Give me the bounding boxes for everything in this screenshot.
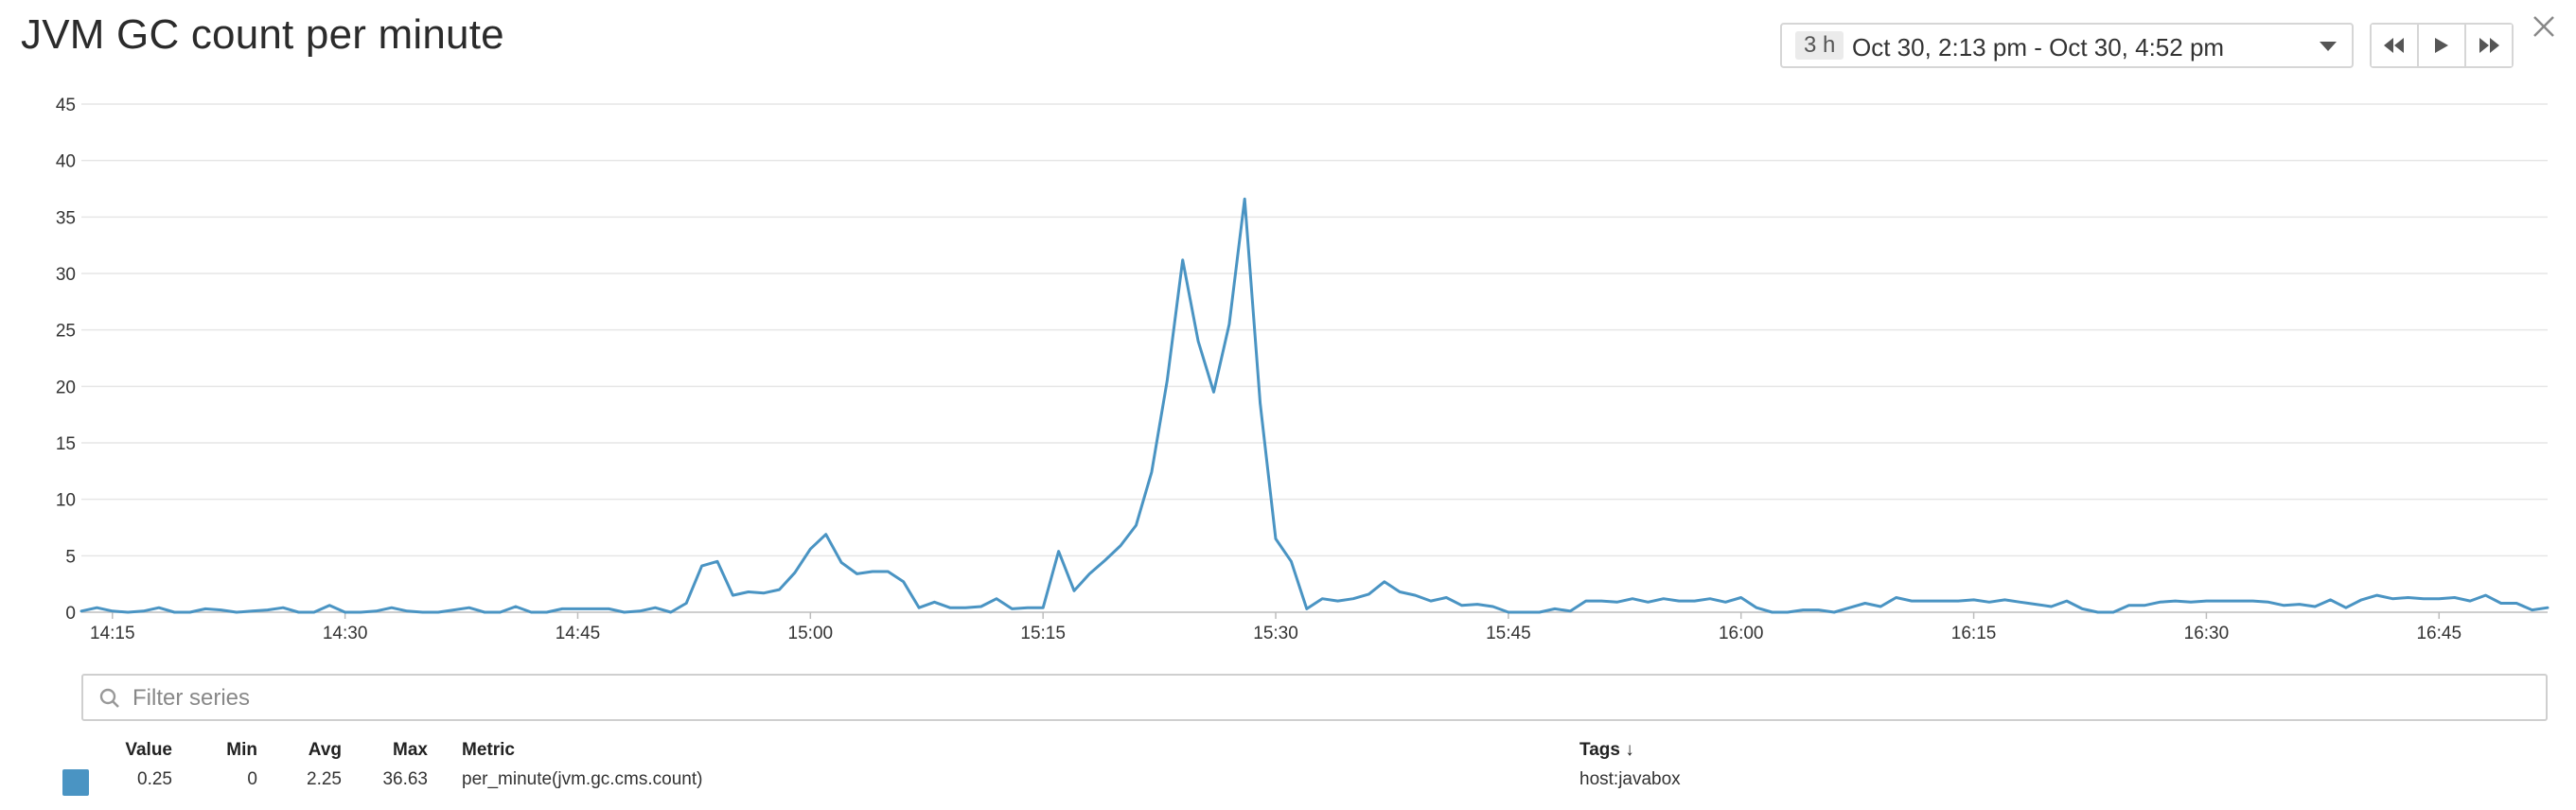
y-axis: 0 5 10 15 20 25 30 35 40 45 — [56, 96, 76, 624]
y-tick-label: 45 — [56, 96, 76, 115]
time-range-picker[interactable]: 3 h Oct 30, 2:13 pm - Oct 30, 4:52 pm — [1780, 23, 2354, 68]
x-tick-label: 14:45 — [556, 624, 601, 643]
fast-forward-icon — [2479, 38, 2499, 53]
legend-header-value[interactable]: Value — [125, 740, 172, 760]
y-tick-label: 35 — [56, 208, 76, 228]
chart-grid — [81, 103, 2548, 613]
legend-header-tags[interactable]: Tags ↓ — [1579, 740, 1634, 760]
y-tick-label: 10 — [56, 491, 76, 511]
filter-series-box — [81, 674, 2548, 721]
y-tick-label: 0 — [65, 604, 76, 624]
play-icon — [2435, 38, 2448, 53]
fast-forward-button[interactable] — [2464, 25, 2512, 66]
rewind-icon — [2384, 38, 2404, 53]
legend-header-metric[interactable]: Metric — [462, 740, 515, 760]
search-icon — [99, 688, 119, 708]
play-button[interactable] — [2417, 25, 2464, 66]
time-duration-badge: 3 h — [1795, 31, 1844, 60]
legend-metric: per_minute(jvm.gc.cms.count) — [462, 769, 703, 789]
y-tick-label: 20 — [56, 378, 76, 397]
x-tick-label: 16:45 — [2416, 624, 2461, 643]
y-tick-label: 30 — [56, 265, 76, 285]
legend-header-min[interactable]: Min — [226, 740, 257, 760]
legend-avg: 2.25 — [307, 769, 342, 789]
x-tick-label: 15:45 — [1486, 624, 1531, 643]
time-range-label: Oct 30, 2:13 pm - Oct 30, 4:52 pm — [1852, 33, 2225, 62]
legend-min: 0 — [247, 769, 257, 789]
series-line-0[interactable] — [79, 197, 2550, 614]
x-tick-label: 15:30 — [1253, 624, 1298, 643]
rewind-button[interactable] — [2372, 25, 2417, 66]
chevron-down-icon — [2320, 42, 2337, 51]
close-icon — [2533, 16, 2554, 37]
chart-title: JVM GC count per minute — [21, 11, 504, 58]
x-tick-label: 16:30 — [2184, 624, 2230, 643]
x-tick-label: 15:00 — [788, 624, 834, 643]
y-tick-label: 5 — [65, 547, 76, 567]
x-tick-label: 16:00 — [1719, 624, 1764, 643]
time-navigation — [2370, 23, 2514, 68]
series-color-swatch[interactable] — [62, 769, 89, 796]
y-tick-label: 40 — [56, 152, 76, 172]
y-tick-label: 15 — [56, 434, 76, 454]
filter-series-input[interactable] — [131, 681, 2500, 715]
legend-tags: host:javabox — [1579, 769, 1681, 789]
x-tick-label: 15:15 — [1020, 624, 1066, 643]
x-axis: 14:15 14:30 14:45 15:00 15:15 15:30 15:45 16:00… — [90, 612, 2461, 643]
x-tick-label: 14:15 — [90, 624, 135, 643]
y-tick-label: 25 — [56, 322, 76, 342]
close-button[interactable] — [2529, 11, 2559, 42]
legend-max: 36.63 — [382, 769, 428, 789]
x-tick-label: 16:15 — [1951, 624, 1997, 643]
legend-value: 0.25 — [137, 769, 172, 789]
series-layer — [79, 197, 2550, 614]
legend-header-avg[interactable]: Avg — [308, 740, 342, 760]
x-tick-label: 14:30 — [323, 624, 368, 643]
legend-header-max[interactable]: Max — [393, 740, 428, 760]
